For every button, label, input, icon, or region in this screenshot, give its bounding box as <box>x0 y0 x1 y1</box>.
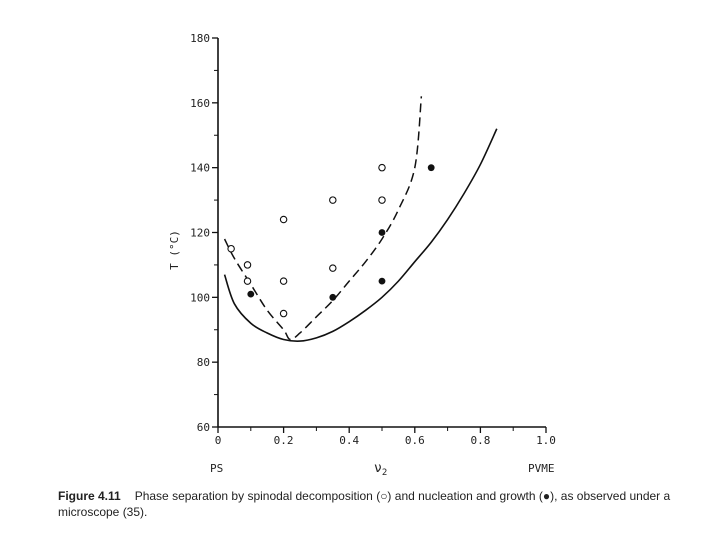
spinodal-curve <box>223 96 423 341</box>
x-tick-label: 0.6 <box>405 434 425 447</box>
x-axis-right-label: PVME <box>528 462 555 475</box>
open-circle-point <box>279 215 288 224</box>
y-tick-label: 180 <box>190 32 210 45</box>
binodal-curve <box>223 128 498 342</box>
open-circle-point <box>243 261 252 269</box>
x-axis-title: ν2 <box>374 461 387 478</box>
phase-diagram-chart: 0 0.2 0.4 0.6 0.8 1.0 60 80 100 120 140 160 180 T (… <box>168 32 556 478</box>
y-axis-ticks: 60 80 100 120 140 160 180 <box>190 32 218 434</box>
filled-circle-point <box>247 290 255 298</box>
open-circle-point <box>279 309 288 318</box>
open-circle-point <box>329 196 337 204</box>
y-tick-label: 60 <box>197 421 210 434</box>
open-circle-point <box>227 244 235 253</box>
markers <box>227 163 435 318</box>
open-circle-point <box>279 277 288 285</box>
curves <box>223 96 498 342</box>
filled-circle-point <box>427 164 435 172</box>
y-tick-label: 80 <box>197 356 210 369</box>
open-circle-point <box>243 277 252 285</box>
x-axis-title-symbol: ν <box>374 461 382 476</box>
figure-caption: Figure 4.11 Phase separation by spinodal … <box>58 488 688 520</box>
y-tick-label: 160 <box>190 97 210 110</box>
open-circle-point <box>378 196 386 204</box>
figure-label: Figure 4.11 <box>58 489 121 503</box>
x-tick-label: 0.2 <box>274 434 294 447</box>
open-circle-point <box>329 264 337 272</box>
x-axis-left-label: PS <box>210 462 223 475</box>
x-tick-label: 0.4 <box>339 434 359 447</box>
caption-text: Phase separation by spinodal decompositi… <box>58 489 671 519</box>
x-axis-title-subscript: 2 <box>382 468 387 478</box>
open-circle-point <box>378 163 386 172</box>
y-tick-label: 140 <box>190 162 210 175</box>
y-tick-label: 120 <box>190 227 210 240</box>
filled-circle-point <box>378 277 386 285</box>
x-tick-label: 1.0 <box>536 434 556 447</box>
filled-circle-point <box>378 229 386 236</box>
y-axis-title: T (°C) <box>168 230 181 270</box>
x-tick-label: 0.8 <box>470 434 490 447</box>
filled-circle-point <box>329 293 337 301</box>
x-tick-label: 0 <box>215 434 222 447</box>
y-tick-label: 100 <box>190 291 210 304</box>
x-axis-ticks: 0 0.2 0.4 0.6 0.8 1.0 <box>215 427 556 447</box>
